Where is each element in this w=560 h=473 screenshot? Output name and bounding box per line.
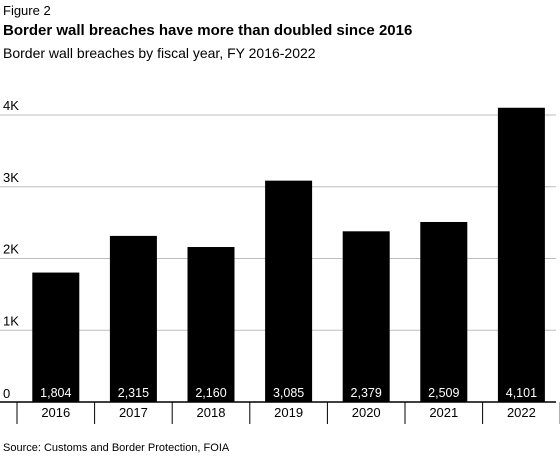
source-note: Source: Customs and Border Protection, F… bbox=[3, 442, 230, 454]
bar bbox=[497, 107, 545, 403]
y-tick-label: 0 bbox=[3, 386, 10, 401]
chart-title: Border wall breaches have more than doub… bbox=[3, 22, 413, 39]
bar-value-label: 4,101 bbox=[506, 386, 537, 400]
bar bbox=[265, 180, 313, 402]
x-tick-label: 2019 bbox=[274, 405, 303, 420]
chart-subtitle: Border wall breaches by fiscal year, FY … bbox=[3, 45, 316, 61]
y-tick-label: 1K bbox=[3, 313, 19, 328]
bar-value-label: 3,085 bbox=[273, 386, 304, 400]
x-tick-label: 2020 bbox=[352, 405, 381, 420]
bar-value-label: 2,379 bbox=[351, 386, 382, 400]
y-tick-label: 2K bbox=[3, 242, 19, 257]
bar-value-label: 2,509 bbox=[428, 386, 459, 400]
figure-label: Figure 2 bbox=[3, 3, 51, 18]
bar bbox=[342, 231, 390, 402]
y-tick-label: 3K bbox=[3, 170, 19, 185]
x-tick-label: 2017 bbox=[119, 405, 148, 420]
bar bbox=[32, 272, 80, 402]
x-tick-label: 2021 bbox=[429, 405, 458, 420]
x-tick-label: 2018 bbox=[197, 405, 226, 420]
y-tick-label: 4K bbox=[3, 98, 19, 113]
bar bbox=[420, 221, 468, 402]
bar bbox=[109, 235, 157, 402]
bar-value-label: 2,315 bbox=[118, 386, 149, 400]
bar-value-label: 2,160 bbox=[195, 386, 226, 400]
x-tick-label: 2022 bbox=[507, 405, 536, 420]
bar-value-label: 1,804 bbox=[40, 386, 71, 400]
bar bbox=[187, 247, 235, 402]
x-tick-label: 2016 bbox=[41, 405, 70, 420]
